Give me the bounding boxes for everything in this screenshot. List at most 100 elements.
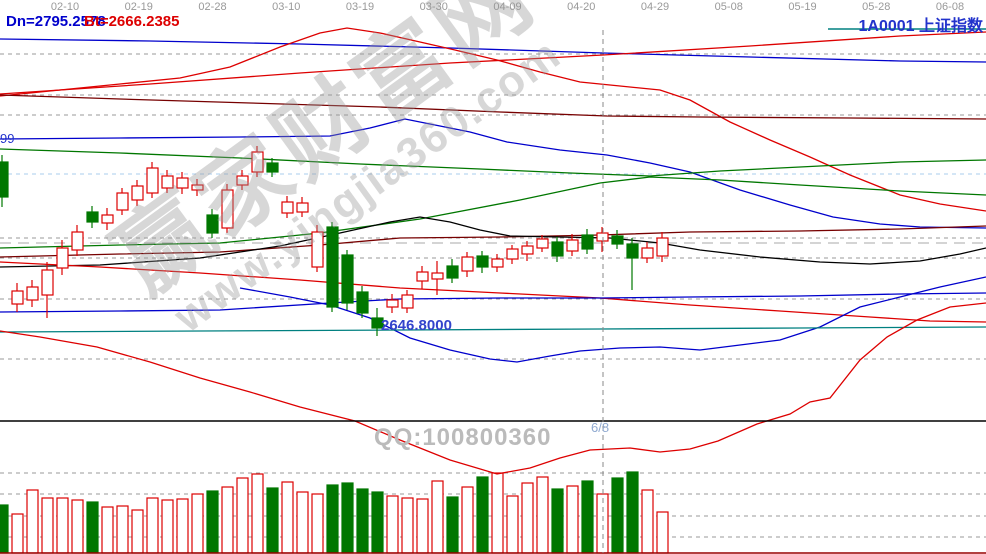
volume-bar [386, 495, 399, 554]
date-tick-label: 04-29 [640, 1, 670, 13]
candle-body [656, 237, 669, 257]
candle-body [641, 247, 654, 259]
candle-body [0, 161, 9, 198]
candle-body [146, 167, 159, 194]
candle-body [611, 235, 624, 245]
qq-watermark-text: QQ:100800360 [374, 424, 552, 451]
volume-bar [206, 490, 219, 554]
volume-bar [191, 493, 204, 554]
candle-body [536, 238, 549, 249]
symbol-title[interactable]: 1A0001 上证指数 [858, 12, 983, 36]
blue-flat-lower-line [0, 292, 986, 313]
date-tick-label: 04-09 [493, 1, 522, 13]
candle-body [236, 175, 249, 186]
date-tick-label: 05-19 [788, 1, 817, 13]
volume-bar [371, 491, 384, 554]
candle-body [416, 271, 429, 282]
candle-body [491, 258, 504, 268]
volume-bar [536, 476, 549, 554]
candle-body [86, 211, 99, 223]
humped-red-band-line [0, 27, 986, 212]
candle-body [371, 317, 384, 329]
volume-bar [656, 511, 669, 554]
date-tick-label: 02-19 [124, 1, 153, 13]
candle-body [206, 214, 219, 234]
candle-body [11, 290, 24, 305]
candle-body [506, 248, 519, 260]
date-tick-label: 05-28 [862, 1, 891, 13]
volume-bar [281, 481, 294, 554]
candle-body [116, 192, 129, 211]
volume-bar [491, 472, 504, 554]
teal-support-line [0, 326, 986, 333]
red-lower-band-line [0, 302, 986, 475]
volume-bar [131, 509, 144, 554]
candle-body [41, 269, 54, 296]
volume-bar [326, 484, 339, 554]
candle-body [311, 231, 324, 268]
candle-body [296, 202, 309, 213]
volume-bar [611, 477, 624, 554]
volume-bar [116, 505, 129, 554]
candle-body [386, 299, 399, 308]
volume-bar [236, 477, 249, 554]
volume-bar [56, 497, 69, 554]
date-tick-label: 02-28 [198, 1, 227, 13]
candle-body [551, 241, 564, 257]
green-upper-line [0, 148, 986, 177]
volume-bar [26, 489, 39, 554]
candle-body [26, 286, 39, 301]
symbol-name: 上证指数 [918, 18, 983, 35]
volume-bar [356, 488, 369, 554]
candle-body [176, 177, 189, 189]
volume-bar [446, 496, 459, 554]
volume-bar [521, 482, 534, 554]
green-lower-line [0, 176, 986, 249]
rising-red-band-line [0, 31, 986, 95]
candle-body [356, 291, 369, 314]
maroon-lower-line [0, 225, 986, 258]
candle-body [566, 239, 579, 252]
symbol-code: 1A0001 [858, 18, 915, 35]
volume-bar [86, 501, 99, 554]
candle-body [446, 265, 459, 279]
volume-bar [101, 506, 114, 554]
volume-bar [251, 473, 264, 554]
volume-bar [461, 486, 474, 554]
candle-body [56, 247, 69, 269]
volume-bar [71, 499, 84, 554]
date-tick-label: 05-08 [714, 1, 743, 13]
volume-bar [581, 480, 594, 554]
date-tick-label: 02-10 [50, 1, 80, 13]
volume-bar [566, 485, 579, 554]
date-tick-label: 04-20 [567, 1, 596, 13]
upper-blue-band-line [0, 38, 986, 63]
volume-bar [311, 493, 324, 554]
volume-bar [146, 497, 159, 554]
volume-bar [341, 482, 354, 554]
volume-bar [416, 498, 429, 554]
clipped-axis-label: 99 [0, 131, 15, 146]
indicator-dn-value: Dn=2795.2578 [6, 13, 106, 30]
blue-mid-ma-line [0, 118, 986, 229]
date-axis: 02-10 02-19 02-28 03-10 03-19 03-30 04-09 04-20… [0, 0, 986, 13]
volume-bar [11, 513, 24, 554]
candle-body [401, 294, 414, 309]
candle-body [266, 162, 279, 173]
candle-body [521, 245, 534, 255]
crosshair-date-label: 6/8 [591, 420, 610, 435]
date-tick-label: 03-10 [272, 1, 301, 13]
volume-bar [176, 498, 189, 554]
support-price-label: 2646.8000 [381, 317, 452, 334]
candle-body [341, 254, 354, 304]
volume-bar [296, 491, 309, 554]
indicator-bt-value: Bt=2666.2385 [84, 13, 180, 30]
volume-bar [476, 476, 489, 554]
volume-bar [401, 497, 414, 554]
candle-body [131, 185, 144, 201]
candle-body [461, 256, 474, 272]
volume-bar [431, 480, 444, 554]
candle-body [221, 189, 234, 229]
volume-bar [266, 487, 279, 554]
